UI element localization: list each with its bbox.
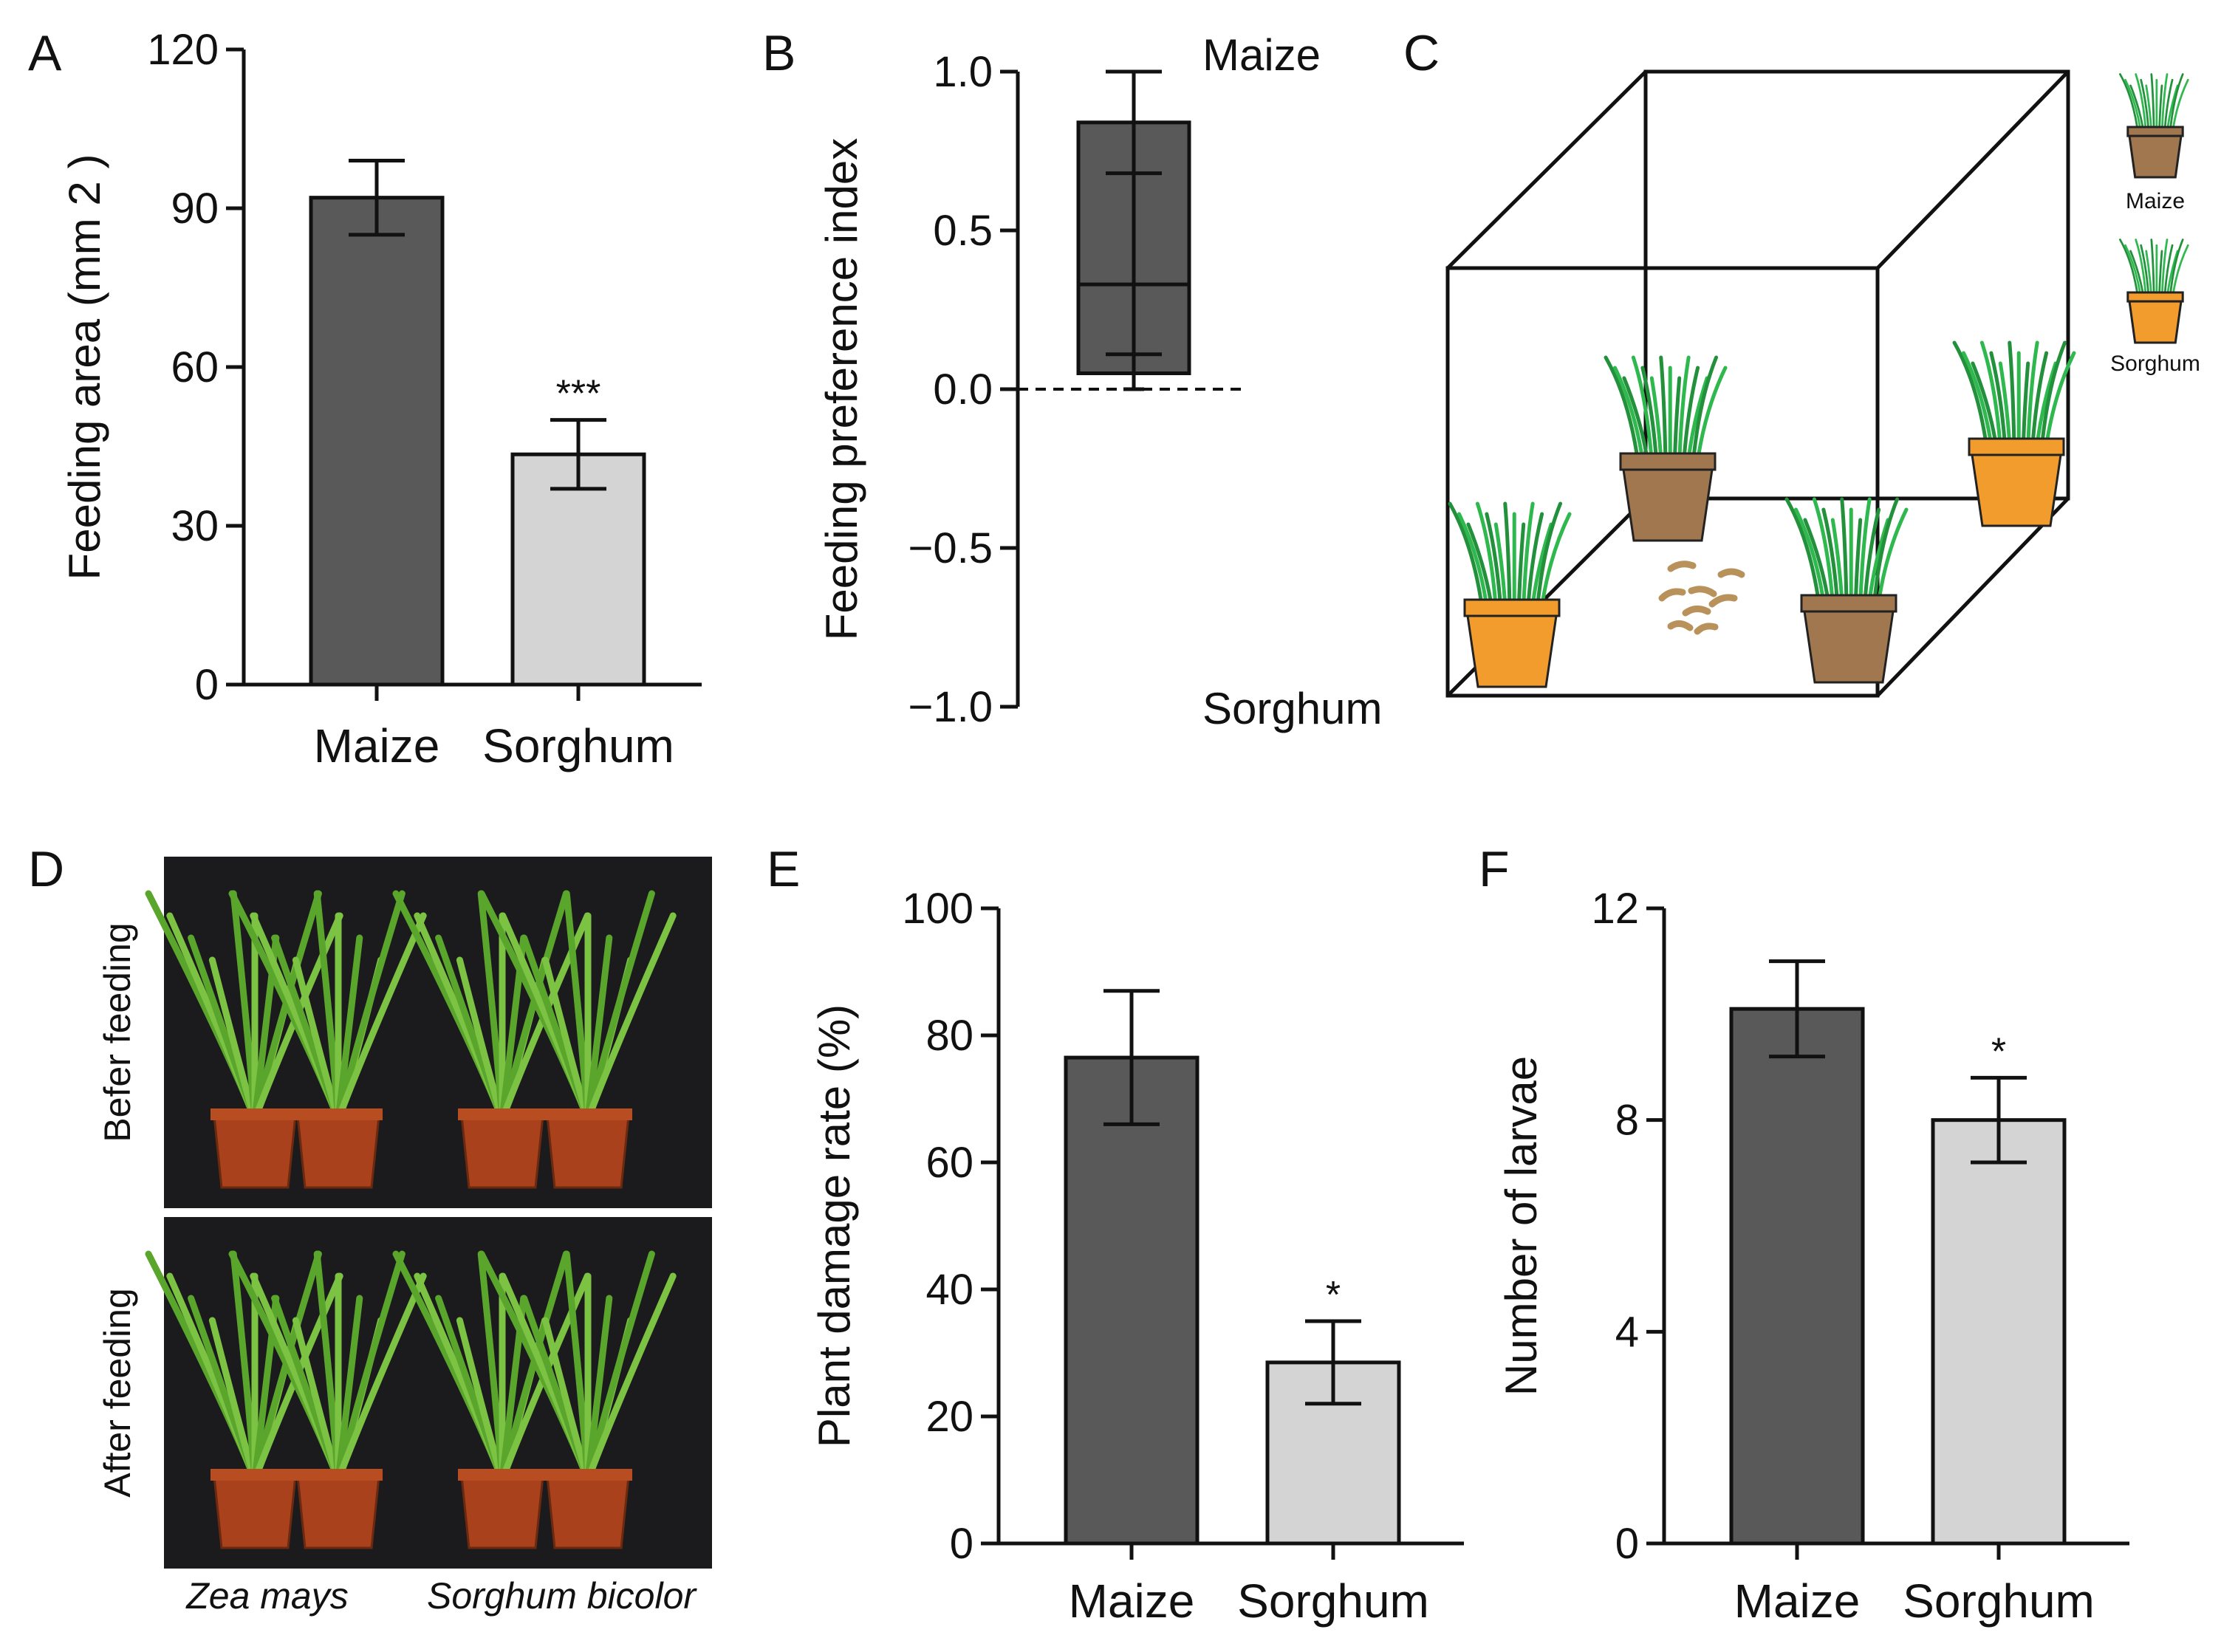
photo-plant	[228, 890, 427, 1189]
species-sorghum-bicolor: Sorghum bicolor	[427, 1575, 697, 1617]
panel-label-a: A	[28, 25, 62, 81]
y-tick-label: 4	[1615, 1308, 1639, 1356]
pot-maize-back	[1604, 355, 1728, 542]
y-tick-label: 40	[925, 1266, 973, 1314]
photo-plant	[478, 1250, 677, 1549]
legend-pot-sorghum	[2119, 239, 2189, 344]
y-tick-label: 0	[950, 1520, 973, 1568]
y-tick-label: −0.5	[908, 524, 993, 572]
y-tick-label: 0.0	[933, 366, 993, 414]
legend-pot-maize	[2119, 73, 2189, 179]
y-axis-title: Feeding preference index	[817, 138, 866, 640]
bar-maize	[309, 196, 445, 687]
larvae-group	[1658, 561, 1745, 635]
panel-label-e: E	[767, 841, 800, 897]
species-zea-mays: Zea mays	[185, 1575, 349, 1617]
y-axis-title: Feeding area (mm 2 )	[60, 154, 109, 580]
bar-sorghum	[1931, 1118, 2067, 1546]
chart-a-feeding-area: 0 30 60 90 120 Feeding area (mm 2 ) Maize Sorgh…	[60, 26, 702, 772]
bar-maize	[1064, 1055, 1200, 1546]
y-tick-label: 30	[171, 502, 219, 550]
x-tick-label: Sorghum	[1237, 1574, 1429, 1628]
photo-plant	[478, 890, 677, 1189]
pot-maize-front	[1784, 497, 1909, 684]
y-tick-label: 12	[1591, 885, 1639, 933]
photo-plant	[392, 890, 591, 1189]
y-tick-label: 90	[171, 185, 219, 233]
chart-f-larvae-count: 0 4 8 12 Number of larvae Maize Sorghum *	[1496, 885, 2129, 1628]
legend-sorghum-label: Sorghum	[2110, 352, 2200, 376]
chart-e-damage-rate: 0 20 40 60 80 100 Plant damage rate (%) Maize So…	[810, 885, 1464, 1628]
photo-plant	[228, 1250, 427, 1549]
annotation-sorghum: Sorghum	[1202, 684, 1382, 733]
y-tick-label: 100	[902, 885, 973, 933]
y-tick-label: 20	[925, 1393, 973, 1441]
photo-plant	[392, 1250, 591, 1549]
cage-diagram	[1445, 69, 2189, 698]
significance-marker: ***	[556, 373, 601, 416]
panel-label-d: D	[28, 841, 64, 897]
significance-marker: *	[1991, 1030, 2006, 1073]
panel-label-c: C	[1403, 25, 1440, 81]
y-tick-label: 80	[925, 1012, 973, 1060]
x-tick-label: Maize	[1069, 1574, 1195, 1628]
y-tick-label: 0	[1615, 1520, 1639, 1568]
legend-maize-label: Maize	[2126, 189, 2185, 213]
panel-label-f: F	[1479, 841, 1510, 897]
pot-sorghum-back	[1952, 340, 2076, 527]
y-tick-label: 8	[1615, 1097, 1639, 1145]
cage-frame	[1445, 69, 2070, 698]
y-tick-label: 0	[195, 661, 219, 709]
x-tick-label: Sorghum	[1903, 1574, 2095, 1628]
y-tick-label: −1.0	[908, 683, 993, 731]
row-label-after: After feeding	[97, 1288, 138, 1498]
y-tick-label: 0.5	[933, 207, 993, 255]
y-tick-label: 120	[147, 26, 219, 74]
x-tick-label: Sorghum	[482, 719, 674, 772]
x-tick-label: Maize	[1734, 1574, 1861, 1628]
bar-sorghum	[510, 452, 646, 687]
pot-sorghum-front	[1448, 501, 1572, 688]
panel-label-b: B	[762, 25, 795, 81]
bar-maize	[1729, 1007, 1865, 1546]
plant-photos: Befer feeding After feeding Zea mays Sor…	[97, 857, 712, 1617]
y-axis-title: Plant damage rate (%)	[810, 1004, 859, 1447]
row-label-before: Befer feeding	[97, 922, 138, 1142]
significance-marker: *	[1326, 1274, 1341, 1317]
annotation-maize: Maize	[1202, 30, 1321, 80]
x-tick-label: Maize	[314, 719, 440, 772]
y-tick-label: 1.0	[933, 48, 993, 96]
y-tick-label: 60	[171, 343, 219, 391]
photo-plant	[145, 1250, 343, 1549]
chart-b-preference-index: −1.0 −0.5 0.0 0.5 1.0 Feeding preference inde…	[817, 30, 1382, 733]
y-tick-label: 60	[925, 1139, 973, 1187]
y-axis-title: Number of larvae	[1496, 1056, 1546, 1396]
